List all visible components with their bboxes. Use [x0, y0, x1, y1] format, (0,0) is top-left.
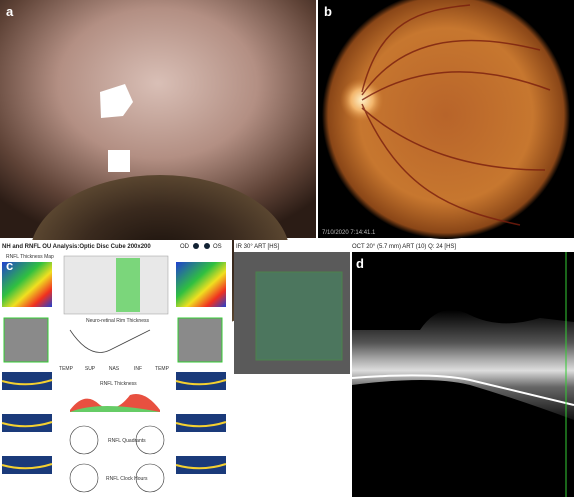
report-title: NH and RNFL OU Analysis:Optic Disc Cube …: [2, 244, 151, 250]
section-title: RNFL Quadrants: [108, 438, 146, 444]
panel-ir: IR 30° ART [HS]: [234, 240, 350, 497]
tomogram-band: [175, 463, 227, 470]
panel-b: 7/10/2020 7:14:41.1 b: [318, 0, 574, 239]
tomogram: [176, 372, 226, 390]
clock-os: [135, 463, 165, 493]
rim-curve: [69, 329, 151, 353]
fundus: [322, 0, 570, 239]
oct-title: OCT 20° (5.7 mm) ART (10) Q: 24 [HS]: [352, 244, 456, 250]
timestamp: 7/10/2020 7:14:41.1: [322, 230, 376, 236]
panel-label: d: [356, 256, 364, 271]
ir-title: IR 30° ART [HS]: [236, 244, 280, 250]
scan-grid: [255, 271, 343, 361]
tomogram: [2, 414, 52, 432]
tomogram: [2, 372, 52, 390]
disc-image: [3, 317, 49, 363]
axis-label: NAS: [109, 366, 120, 372]
clock-od: [69, 463, 99, 493]
panel-label: b: [324, 4, 332, 19]
tomogram: [2, 456, 52, 474]
thickness-map: [176, 262, 226, 307]
rnfl-normal: [70, 406, 160, 412]
axis-label: SUP: [85, 366, 96, 372]
disc-image: [177, 317, 223, 363]
reflection: [108, 150, 130, 172]
section-title: RNFL Thickness: [100, 381, 137, 387]
ir-image: [234, 252, 350, 374]
tomogram-band: [175, 379, 227, 386]
tomogram-band: [1, 379, 53, 386]
rpe: [351, 374, 574, 406]
panel-label: a: [6, 4, 14, 19]
tomogram-band: [175, 421, 227, 428]
reflection: [100, 84, 133, 118]
od: OD: [180, 244, 190, 250]
od-dot: [193, 243, 199, 249]
axis-label: TEMP: [155, 366, 170, 372]
quadrant-od: [69, 425, 99, 455]
tomogram: [176, 456, 226, 474]
section-title: RNFL Thickness Map: [6, 254, 54, 260]
tomogram-band: [1, 463, 53, 470]
thickness-map: [2, 262, 52, 307]
panel-label: c: [6, 258, 13, 273]
axis-label: INF: [134, 366, 142, 372]
section-title: Neuro-retinal Rim Thickness: [86, 318, 149, 324]
table-column: [116, 258, 140, 312]
quadrant-os: [135, 425, 165, 455]
vessels: [361, 4, 551, 226]
panel-c: NH and RNFL OU Analysis:Optic Disc Cube …: [0, 240, 232, 497]
section-title: RNFL Clock Hours: [106, 476, 148, 482]
tomogram: [176, 414, 226, 432]
panel-d: OCT 20° (5.7 mm) ART (10) Q: 24 [HS] d: [350, 240, 574, 497]
os: OS: [213, 244, 222, 250]
os-dot: [204, 243, 210, 249]
axis-label: TEMP: [59, 366, 74, 372]
tomogram-band: [1, 421, 53, 428]
